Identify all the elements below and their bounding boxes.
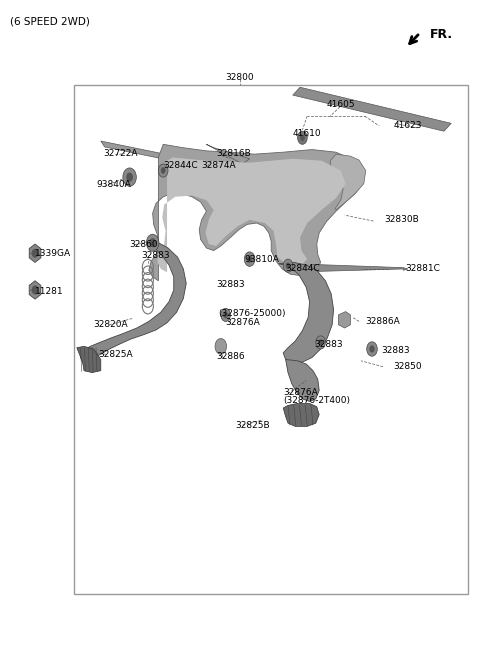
Polygon shape bbox=[293, 87, 451, 131]
Polygon shape bbox=[206, 144, 250, 164]
Text: 32825B: 32825B bbox=[235, 420, 270, 430]
Text: 32883: 32883 bbox=[314, 340, 343, 349]
Polygon shape bbox=[330, 154, 366, 210]
Text: 32886: 32886 bbox=[216, 352, 245, 361]
Circle shape bbox=[316, 336, 325, 349]
Polygon shape bbox=[286, 359, 319, 401]
Text: 32883: 32883 bbox=[216, 279, 245, 289]
Circle shape bbox=[300, 134, 305, 141]
Polygon shape bbox=[149, 144, 365, 281]
Polygon shape bbox=[338, 312, 350, 328]
Circle shape bbox=[146, 234, 159, 251]
Text: 32816B: 32816B bbox=[216, 149, 251, 158]
Text: 32883: 32883 bbox=[142, 251, 170, 260]
Circle shape bbox=[32, 249, 38, 258]
Text: 32825A: 32825A bbox=[98, 350, 133, 359]
Circle shape bbox=[149, 238, 156, 247]
Text: 32820A: 32820A bbox=[94, 320, 128, 329]
Text: (32876-25000): (32876-25000) bbox=[218, 309, 286, 318]
Text: 32876A: 32876A bbox=[283, 388, 318, 397]
Text: 32874A: 32874A bbox=[202, 161, 236, 170]
Text: 32883: 32883 bbox=[382, 346, 410, 355]
Circle shape bbox=[370, 345, 374, 352]
Circle shape bbox=[286, 262, 290, 269]
Text: 11281: 11281 bbox=[35, 287, 64, 296]
Circle shape bbox=[123, 168, 136, 186]
Circle shape bbox=[247, 255, 252, 262]
Circle shape bbox=[318, 339, 323, 346]
Polygon shape bbox=[278, 262, 334, 362]
Circle shape bbox=[126, 173, 133, 182]
Polygon shape bbox=[311, 264, 408, 272]
Polygon shape bbox=[29, 244, 41, 262]
Circle shape bbox=[161, 167, 166, 174]
Text: 93810A: 93810A bbox=[245, 255, 280, 264]
Polygon shape bbox=[101, 141, 166, 159]
Text: 1339GA: 1339GA bbox=[35, 249, 71, 258]
Text: 32860: 32860 bbox=[130, 239, 158, 249]
Text: FR.: FR. bbox=[430, 28, 453, 41]
Text: 32886A: 32886A bbox=[366, 317, 400, 326]
Circle shape bbox=[221, 308, 230, 321]
Circle shape bbox=[158, 164, 168, 177]
Text: 41605: 41605 bbox=[326, 100, 355, 110]
Text: 32844C: 32844C bbox=[163, 161, 198, 170]
Polygon shape bbox=[157, 157, 346, 272]
Text: 32876A: 32876A bbox=[226, 318, 260, 327]
Text: 32844C: 32844C bbox=[286, 264, 320, 274]
Text: 32850: 32850 bbox=[394, 362, 422, 371]
Polygon shape bbox=[29, 281, 41, 299]
Text: 32722A: 32722A bbox=[103, 149, 138, 158]
Text: 32800: 32800 bbox=[226, 73, 254, 82]
Circle shape bbox=[367, 342, 377, 356]
Bar bbox=[74, 85, 468, 594]
Circle shape bbox=[223, 312, 228, 318]
Text: 93840A: 93840A bbox=[96, 180, 131, 190]
Circle shape bbox=[32, 285, 38, 295]
Text: 41623: 41623 bbox=[394, 121, 422, 131]
Circle shape bbox=[298, 131, 307, 144]
Text: (6 SPEED 2WD): (6 SPEED 2WD) bbox=[10, 16, 89, 26]
Polygon shape bbox=[77, 346, 101, 373]
Polygon shape bbox=[283, 403, 319, 426]
Circle shape bbox=[215, 338, 227, 354]
Text: 41610: 41610 bbox=[293, 129, 322, 138]
Circle shape bbox=[244, 252, 255, 266]
Text: (32876-2T400): (32876-2T400) bbox=[283, 396, 350, 405]
Text: 32881C: 32881C bbox=[406, 264, 441, 274]
Polygon shape bbox=[81, 243, 186, 362]
Circle shape bbox=[283, 259, 293, 272]
Text: 32830B: 32830B bbox=[384, 215, 419, 224]
